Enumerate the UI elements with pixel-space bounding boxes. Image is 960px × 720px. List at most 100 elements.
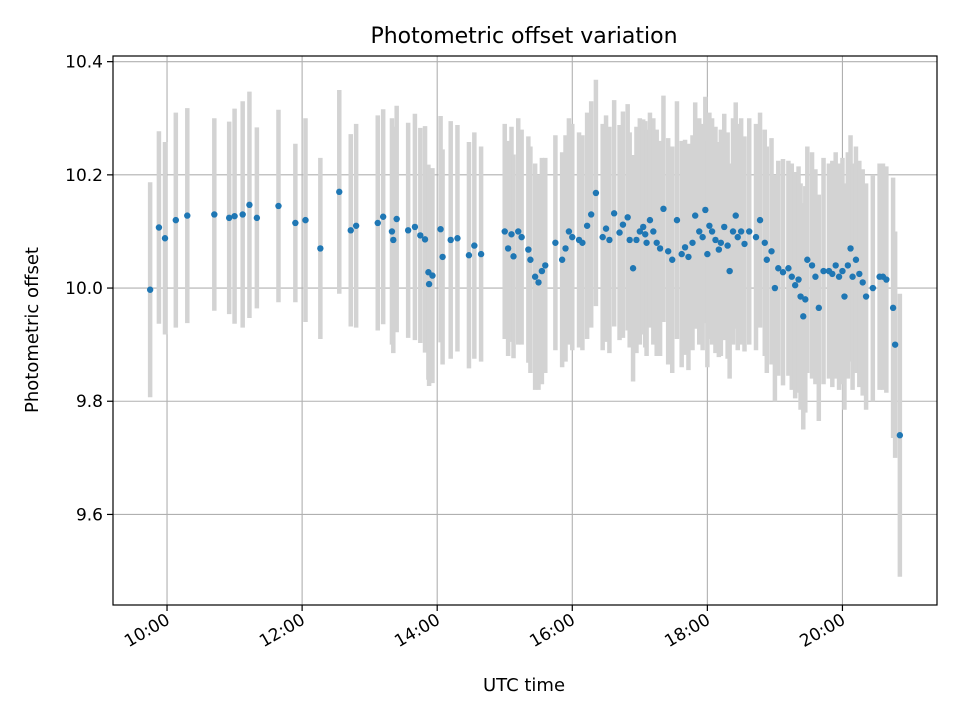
y-axis-label: Photometric offset	[22, 247, 43, 413]
data-point	[835, 273, 843, 280]
data-point	[477, 250, 485, 258]
data-point	[471, 242, 478, 249]
data-point	[859, 279, 866, 286]
chart-title: Photometric offset variation	[370, 24, 677, 49]
data-point	[292, 219, 299, 227]
data-point	[417, 232, 424, 239]
data-point	[347, 227, 354, 234]
data-point	[562, 245, 569, 252]
data-point	[771, 284, 779, 292]
point-layer	[146, 188, 904, 439]
data-point	[734, 233, 741, 241]
data-point	[669, 256, 676, 263]
data-point	[379, 213, 387, 220]
data-point	[629, 265, 637, 272]
data-point	[844, 262, 852, 269]
data-point	[791, 282, 799, 289]
data-point	[633, 236, 640, 244]
data-point	[636, 228, 644, 235]
data-point	[643, 239, 650, 246]
y-tick-label: 9.8	[76, 392, 103, 412]
data-point	[896, 432, 904, 439]
data-point	[779, 269, 787, 276]
data-point	[211, 211, 218, 218]
data-point	[336, 188, 343, 196]
data-point	[891, 341, 899, 348]
y-tick-label: 9.6	[76, 505, 103, 525]
data-point	[390, 236, 397, 244]
data-point	[699, 233, 706, 241]
data-point	[841, 293, 848, 300]
data-point	[852, 256, 860, 263]
data-point	[775, 265, 782, 272]
data-point	[717, 239, 725, 246]
data-point	[724, 242, 731, 249]
data-point	[583, 222, 591, 229]
data-point	[246, 201, 253, 209]
data-point	[253, 214, 261, 222]
data-point	[829, 270, 836, 278]
data-point	[465, 252, 473, 259]
data-point	[678, 250, 685, 258]
data-point	[161, 235, 169, 242]
y-tick-label: 10.0	[65, 279, 103, 299]
data-point	[741, 240, 748, 248]
data-point	[639, 223, 647, 231]
data-point	[610, 210, 618, 217]
data-point	[797, 293, 804, 300]
data-point	[616, 229, 623, 236]
data-point	[689, 239, 696, 246]
data-point	[660, 205, 667, 213]
data-point	[531, 273, 539, 280]
data-point	[849, 273, 856, 280]
data-point	[847, 245, 854, 252]
data-point	[737, 228, 745, 235]
data-point	[746, 228, 753, 235]
data-point	[763, 256, 770, 263]
data-point	[317, 245, 324, 252]
data-point	[155, 224, 163, 231]
data-point	[535, 279, 542, 286]
data-point	[606, 236, 613, 244]
data-point	[681, 244, 689, 251]
data-point	[552, 239, 559, 246]
data-point	[692, 212, 699, 219]
data-point	[172, 216, 180, 224]
data-point	[437, 225, 444, 233]
data-point	[802, 296, 809, 303]
data-point	[795, 276, 802, 283]
data-point	[756, 216, 764, 224]
data-point	[685, 253, 692, 261]
data-point	[447, 236, 454, 244]
data-point	[839, 267, 846, 275]
data-point	[542, 262, 549, 269]
data-point	[729, 228, 737, 235]
data-point	[862, 293, 870, 300]
data-point	[239, 211, 246, 218]
data-point	[726, 267, 733, 275]
data-point	[352, 222, 360, 229]
data-point	[421, 236, 429, 243]
data-point	[538, 267, 546, 275]
data-point	[653, 239, 660, 246]
data-point	[374, 219, 381, 227]
data-point	[558, 256, 566, 263]
data-point	[712, 236, 719, 244]
data-point	[721, 223, 728, 231]
data-point	[429, 272, 436, 279]
data-point	[411, 223, 419, 231]
data-point	[599, 233, 606, 241]
data-point	[785, 265, 792, 272]
data-point	[231, 212, 238, 220]
y-tick-label: 10.4	[65, 53, 103, 73]
data-point	[650, 228, 657, 235]
data-point	[619, 221, 627, 228]
data-point	[525, 246, 532, 253]
data-point	[808, 262, 816, 269]
data-point	[275, 202, 282, 210]
data-point	[832, 262, 839, 269]
data-point	[804, 256, 811, 263]
data-point	[702, 206, 709, 214]
data-point	[642, 231, 649, 238]
data-point	[592, 189, 600, 197]
